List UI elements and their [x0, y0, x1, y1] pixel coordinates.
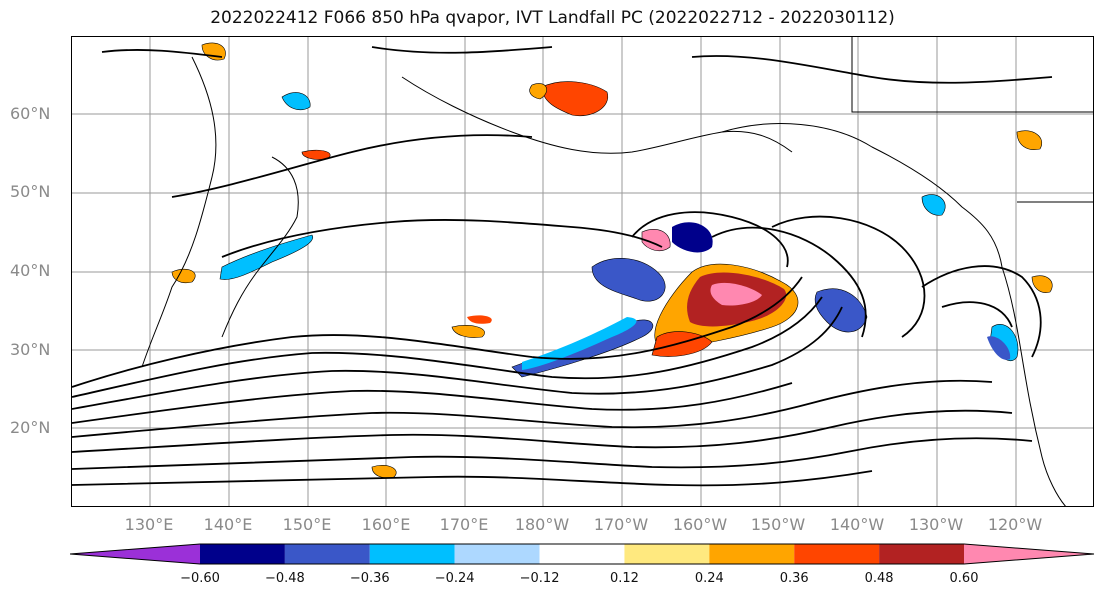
colorbar-bin	[369, 544, 455, 564]
lat-label-20n: 20°N	[10, 418, 51, 437]
lon-label-170w: 170°W	[593, 515, 649, 534]
lon-label-130e: 130°E	[124, 515, 174, 534]
colorbar-bin	[454, 544, 540, 564]
colorbar-bin	[794, 544, 880, 564]
lat-label-50n: 50°N	[10, 182, 51, 201]
lon-label-140w: 140°W	[829, 515, 885, 534]
map-title: 2022022412 F066 850 hPa qvapor, IVT Land…	[210, 8, 895, 28]
lon-label-170e: 170°E	[439, 515, 489, 534]
colorbar-tick-label: −0.12	[519, 571, 560, 586]
lat-label-30n: 30°N	[10, 340, 51, 359]
colorbar-tick-label: −0.60	[180, 571, 220, 586]
lon-label-130w: 130°W	[908, 515, 964, 534]
map-panel	[71, 36, 1094, 507]
colorbar-bin	[879, 544, 964, 564]
lon-label-180w: 180°W	[514, 515, 570, 534]
colorbar-tick-label: 0.48	[864, 571, 894, 586]
colorbar	[70, 543, 1095, 565]
lon-label-160w: 160°W	[672, 515, 728, 534]
colorbar-segments	[70, 543, 1095, 565]
shading-patches	[171, 42, 1053, 479]
colorbar-tick-label: 0.24	[694, 571, 724, 586]
colorbar-bin	[70, 544, 200, 564]
colorbar-tick-label: 0.60	[949, 571, 979, 586]
colorbar-bin	[200, 544, 285, 564]
lat-label-60n: 60°N	[10, 104, 51, 123]
colorbar-tick-label: 0.36	[779, 571, 809, 586]
lat-label-40n: 40°N	[10, 261, 51, 280]
colorbar-tick-label: −0.48	[264, 571, 305, 586]
contour-lines	[72, 46, 1053, 487]
lon-label-160e: 160°E	[361, 515, 411, 534]
lon-label-150e: 150°E	[282, 515, 332, 534]
colorbar-outline	[70, 543, 1095, 565]
map-canvas	[72, 37, 1093, 506]
colorbar-tick-label: −0.24	[434, 571, 475, 586]
colorbar-tick-label: 0.12	[609, 571, 639, 586]
lon-label-120w: 120°W	[987, 515, 1043, 534]
colorbar-bin	[709, 544, 795, 564]
colorbar-bin	[624, 544, 710, 564]
colorbar-bin	[964, 544, 1094, 564]
colorbar-tick-label: −0.36	[349, 571, 390, 586]
coastlines	[141, 37, 1093, 506]
lon-label-140e: 140°E	[203, 515, 253, 534]
colorbar-bin	[539, 544, 625, 564]
colorbar-bin	[284, 544, 370, 564]
lon-label-150w: 150°W	[750, 515, 806, 534]
